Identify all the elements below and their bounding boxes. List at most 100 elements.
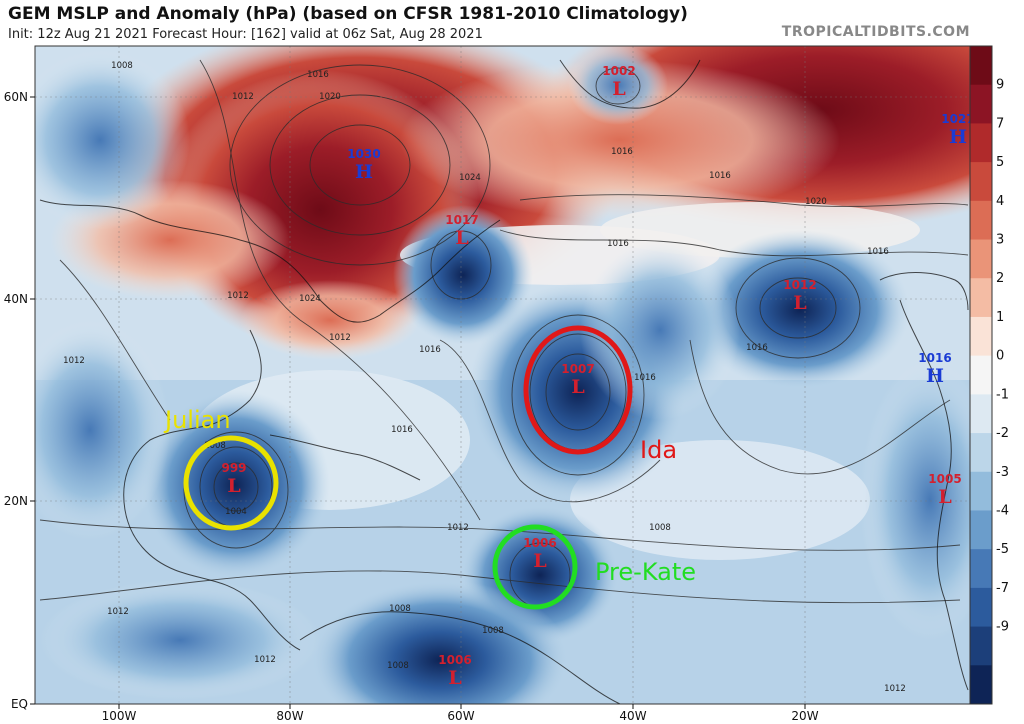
- colorbar-label: 2: [996, 271, 1004, 286]
- isobar-label: 1008: [649, 523, 671, 533]
- lat-tick-label: EQ: [11, 697, 28, 711]
- colorbar-label: -4: [996, 503, 1009, 518]
- low-marker: L: [533, 550, 546, 572]
- isobar-label: 1016: [607, 239, 629, 249]
- colorbar-segment: [970, 200, 992, 241]
- center-pressure-value: 1007: [561, 362, 594, 376]
- isobar-label: 1012: [447, 523, 469, 533]
- high-marker: H: [355, 161, 373, 183]
- lon-tick-label: 40W: [619, 709, 646, 723]
- anomaly-colorbar: 9 7 5 4 3 2 1 0 -1 -2 -3 -4 -5 -7 -9: [969, 45, 1009, 705]
- colorbar-segment: [970, 510, 992, 550]
- forecast-info: Init: 12z Aug 21 2021 Forecast Hour: [16…: [8, 27, 483, 42]
- ida-circle: [523, 325, 633, 455]
- low-marker: L: [571, 376, 584, 398]
- colorbar-segment: [970, 316, 992, 357]
- isobar-label: 1004: [225, 507, 247, 517]
- colorbar-segment: [970, 162, 992, 202]
- lat-tick-label: 20N: [4, 494, 28, 508]
- isobar-label: 1024: [459, 173, 481, 183]
- low-marker: L: [227, 475, 240, 497]
- isobar-label: 1008: [387, 661, 409, 671]
- center-pressure-value: 1012: [783, 278, 816, 292]
- colorbar-label: 4: [996, 194, 1004, 209]
- colorbar-segment: [970, 549, 992, 589]
- isobar-label: 1016: [709, 171, 731, 181]
- isobar-label: 1008: [389, 604, 411, 614]
- site-watermark: TROPICALTIDBITS.COM: [781, 24, 970, 40]
- low-marker: L: [793, 292, 806, 314]
- isobar-label: 1016: [746, 343, 768, 353]
- lon-tick-label: 60W: [447, 709, 474, 723]
- low-marker: L: [938, 486, 951, 508]
- isobar-label: 1008: [204, 441, 226, 451]
- colorbar-label: 3: [996, 233, 1004, 248]
- colorbar-segment: [970, 278, 992, 318]
- longitude-axis: 100W 80W 60W 40W 20W: [102, 704, 819, 723]
- julian-label: Julian: [163, 406, 231, 434]
- center-pressure-value: 1006: [438, 653, 471, 667]
- map-title: GEM MSLP and Anomaly (hPa) (based on CFS…: [8, 4, 688, 24]
- isobar-label: 1012: [227, 291, 249, 301]
- isobar-label: 1012: [107, 607, 129, 617]
- colorbar-segment: [970, 587, 992, 628]
- center-pressure-value: 1005: [928, 472, 961, 486]
- low-marker: L: [612, 78, 625, 100]
- colorbar-frame: [969, 45, 993, 705]
- lat-tick-label: 60N: [4, 90, 28, 104]
- colorbar-segment: [970, 84, 992, 124]
- colorbar-segment: [970, 626, 992, 666]
- high-marker: H: [949, 126, 967, 148]
- colorbar-segment: [970, 665, 992, 705]
- isobar-label: 1024: [299, 294, 321, 304]
- julian-circle: [183, 435, 279, 531]
- isobar-label: 1016: [611, 147, 633, 157]
- storm-annotations: Julian Ida Pre-Kate: [163, 325, 696, 610]
- center-pressure-value: 999: [221, 461, 246, 475]
- colorbar-label: -9: [996, 620, 1009, 635]
- high-marker: H: [926, 365, 944, 387]
- center-pressure-value: 1027: [941, 112, 974, 126]
- pre-kate-label: Pre-Kate: [595, 558, 696, 586]
- isobar-label: 1012: [232, 92, 254, 102]
- colorbar-segment: [970, 433, 992, 473]
- low-marker: L: [455, 227, 468, 249]
- isobar-label: 1012: [329, 333, 351, 343]
- colorbar-segment: [970, 239, 992, 279]
- lon-tick-label: 20W: [791, 709, 818, 723]
- center-pressure-value: 1017: [445, 213, 478, 227]
- isobar-label: 1012: [254, 655, 276, 665]
- ida-label: Ida: [640, 436, 677, 464]
- center-pressure-value: 1002: [602, 64, 635, 78]
- center-pressure-value: 1030: [347, 147, 380, 161]
- isobar-label: 1012: [63, 356, 85, 366]
- colorbar-segment: [970, 471, 992, 511]
- colorbar-label: 1: [996, 310, 1004, 325]
- colorbar-label: -2: [996, 426, 1009, 441]
- center-pressure-value: 1006: [523, 536, 556, 550]
- colorbar-segment: [970, 355, 992, 395]
- lon-tick-label: 80W: [276, 709, 303, 723]
- colorbar-label: 5: [996, 155, 1004, 170]
- colorbar-segment: [970, 394, 992, 434]
- pre-kate-circle: [492, 524, 578, 610]
- isobar-label: 1020: [319, 92, 341, 102]
- colorbar-label: 9: [996, 78, 1004, 93]
- center-pressure-value: 1016: [918, 351, 951, 365]
- isobar-label: 1016: [307, 70, 329, 80]
- colorbar-label: 7: [996, 116, 1004, 131]
- isobar-label: 1016: [867, 247, 889, 257]
- colorbar-label: -7: [996, 581, 1009, 596]
